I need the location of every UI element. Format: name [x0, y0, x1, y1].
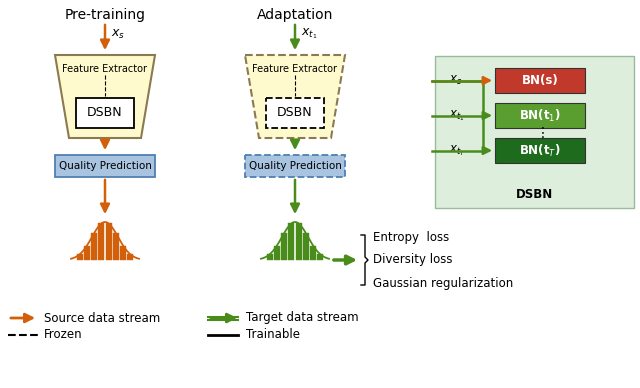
Bar [99, 223, 104, 260]
Text: DSBN: DSBN [87, 106, 123, 120]
Text: Quality Prediction: Quality Prediction [59, 161, 152, 171]
Polygon shape [245, 55, 345, 138]
Text: Source data stream: Source data stream [44, 312, 160, 324]
Bar [77, 255, 83, 260]
Text: Gaussian regularization: Gaussian regularization [373, 277, 513, 289]
Text: Diversity loss: Diversity loss [373, 253, 452, 267]
Bar [120, 246, 126, 260]
Text: $x_{t_T}$: $x_{t_T}$ [449, 143, 465, 158]
Text: $x_{t_1}$: $x_{t_1}$ [301, 27, 317, 41]
Text: DSBN: DSBN [516, 188, 553, 201]
Text: Frozen: Frozen [44, 329, 83, 341]
FancyBboxPatch shape [495, 103, 585, 128]
Text: $x_{t_1}$: $x_{t_1}$ [449, 108, 465, 123]
Bar [91, 233, 97, 260]
Polygon shape [55, 55, 155, 138]
Bar [127, 255, 134, 260]
FancyBboxPatch shape [245, 155, 345, 177]
Text: Feature Extractor: Feature Extractor [253, 64, 337, 74]
Text: BN(t$_T$): BN(t$_T$) [519, 142, 561, 159]
Text: Entropy  loss: Entropy loss [373, 230, 449, 244]
Bar [281, 233, 287, 260]
Bar [303, 233, 309, 260]
Bar [310, 246, 316, 260]
FancyBboxPatch shape [495, 138, 585, 163]
Text: $x_s$: $x_s$ [111, 28, 125, 41]
Text: $x_s$: $x_s$ [449, 74, 462, 87]
Bar [317, 255, 323, 260]
Bar [288, 223, 294, 260]
FancyBboxPatch shape [266, 98, 324, 128]
Bar [84, 246, 90, 260]
Text: Quality Prediction: Quality Prediction [248, 161, 341, 171]
FancyBboxPatch shape [495, 68, 585, 93]
Bar [106, 223, 112, 260]
Text: BN(t$_1$): BN(t$_1$) [519, 107, 561, 123]
FancyBboxPatch shape [76, 98, 134, 128]
Bar [113, 233, 119, 260]
Bar [266, 255, 273, 260]
Text: BN(s): BN(s) [522, 74, 558, 87]
Text: $\vdots$: $\vdots$ [535, 125, 545, 140]
Text: Adaptation: Adaptation [257, 8, 333, 22]
Bar [274, 246, 280, 260]
FancyBboxPatch shape [55, 155, 155, 177]
Text: Target data stream: Target data stream [246, 312, 358, 324]
Text: Trainable: Trainable [246, 329, 300, 341]
FancyBboxPatch shape [435, 56, 634, 208]
Bar [296, 223, 301, 260]
Text: Feature Extractor: Feature Extractor [63, 64, 147, 74]
Text: Pre-training: Pre-training [65, 8, 145, 22]
Text: DSBN: DSBN [277, 106, 313, 120]
